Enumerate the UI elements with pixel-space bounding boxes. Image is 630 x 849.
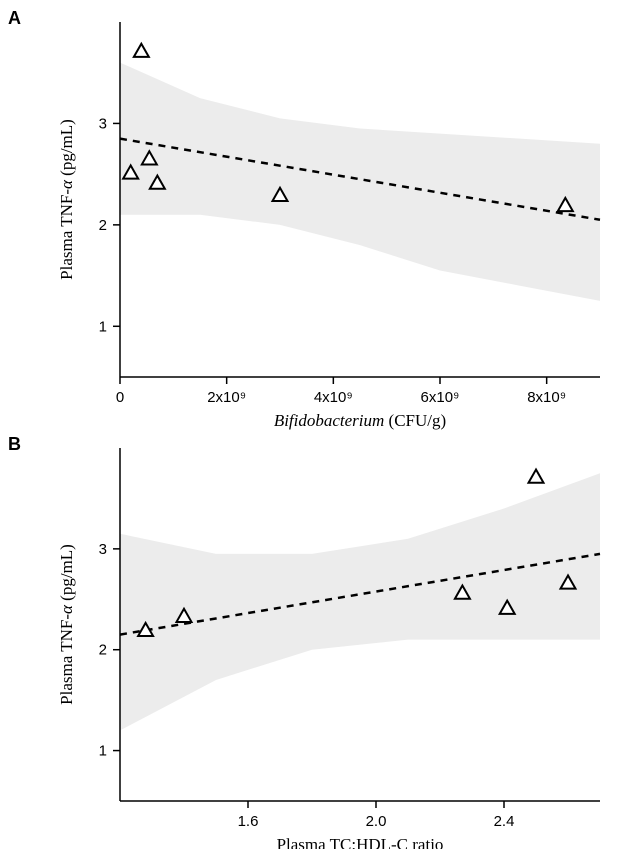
panel-a-chart: 1 2 3 0 2x10⁹ 4x10⁹ 6x10⁹ 8x10⁹ Plasma TNF-α (pg… bbox=[0, 0, 630, 430]
x-tick-label: 2.4 bbox=[494, 813, 515, 830]
y-tick-label: 3 bbox=[99, 541, 107, 558]
y-axis-label: Plasma TNF-α (pg/mL) bbox=[57, 119, 76, 280]
x-tick-label: 6x10⁹ bbox=[421, 389, 460, 406]
y-tick-label: 2 bbox=[99, 217, 107, 234]
data-point bbox=[134, 44, 149, 57]
panel-b-chart: 1 2 3 1.6 2.0 2.4 Plasma TNF-α (pg/mL) Plasma T… bbox=[0, 420, 630, 849]
x-tick-label: 2.0 bbox=[366, 813, 387, 830]
y-axis-label: Plasma TNF-α (pg/mL) bbox=[57, 544, 76, 705]
ci-band bbox=[120, 63, 600, 301]
data-point bbox=[529, 470, 544, 483]
y-tick-label: 1 bbox=[99, 318, 107, 335]
figure-container: A 12302x10⁹4x10⁹6x10⁹8x10⁹Plasma TNF-α (… bbox=[0, 0, 630, 849]
y-tick-label: 1 bbox=[99, 743, 107, 760]
x-tick-label: 1.6 bbox=[238, 813, 259, 830]
x-tick-label: 0 bbox=[116, 389, 124, 406]
y-tick-label: 3 bbox=[99, 115, 107, 132]
x-axis-label: Plasma TC:HDL-C ratio bbox=[277, 835, 444, 849]
x-tick-label: 8x10⁹ bbox=[527, 389, 566, 406]
y-tick-label: 2 bbox=[99, 642, 107, 659]
x-tick-label: 4x10⁹ bbox=[314, 389, 353, 406]
panel-a: 1 2 3 0 2x10⁹ 4x10⁹ 6x10⁹ 8x10⁹ Plasma TNF-α (pg… bbox=[0, 0, 630, 430]
ci-band bbox=[120, 473, 600, 730]
panel-b: 1 2 3 1.6 2.0 2.4 Plasma TNF-α (pg/mL) Plasma T… bbox=[0, 420, 630, 849]
x-tick-label: 2x10⁹ bbox=[207, 389, 246, 406]
